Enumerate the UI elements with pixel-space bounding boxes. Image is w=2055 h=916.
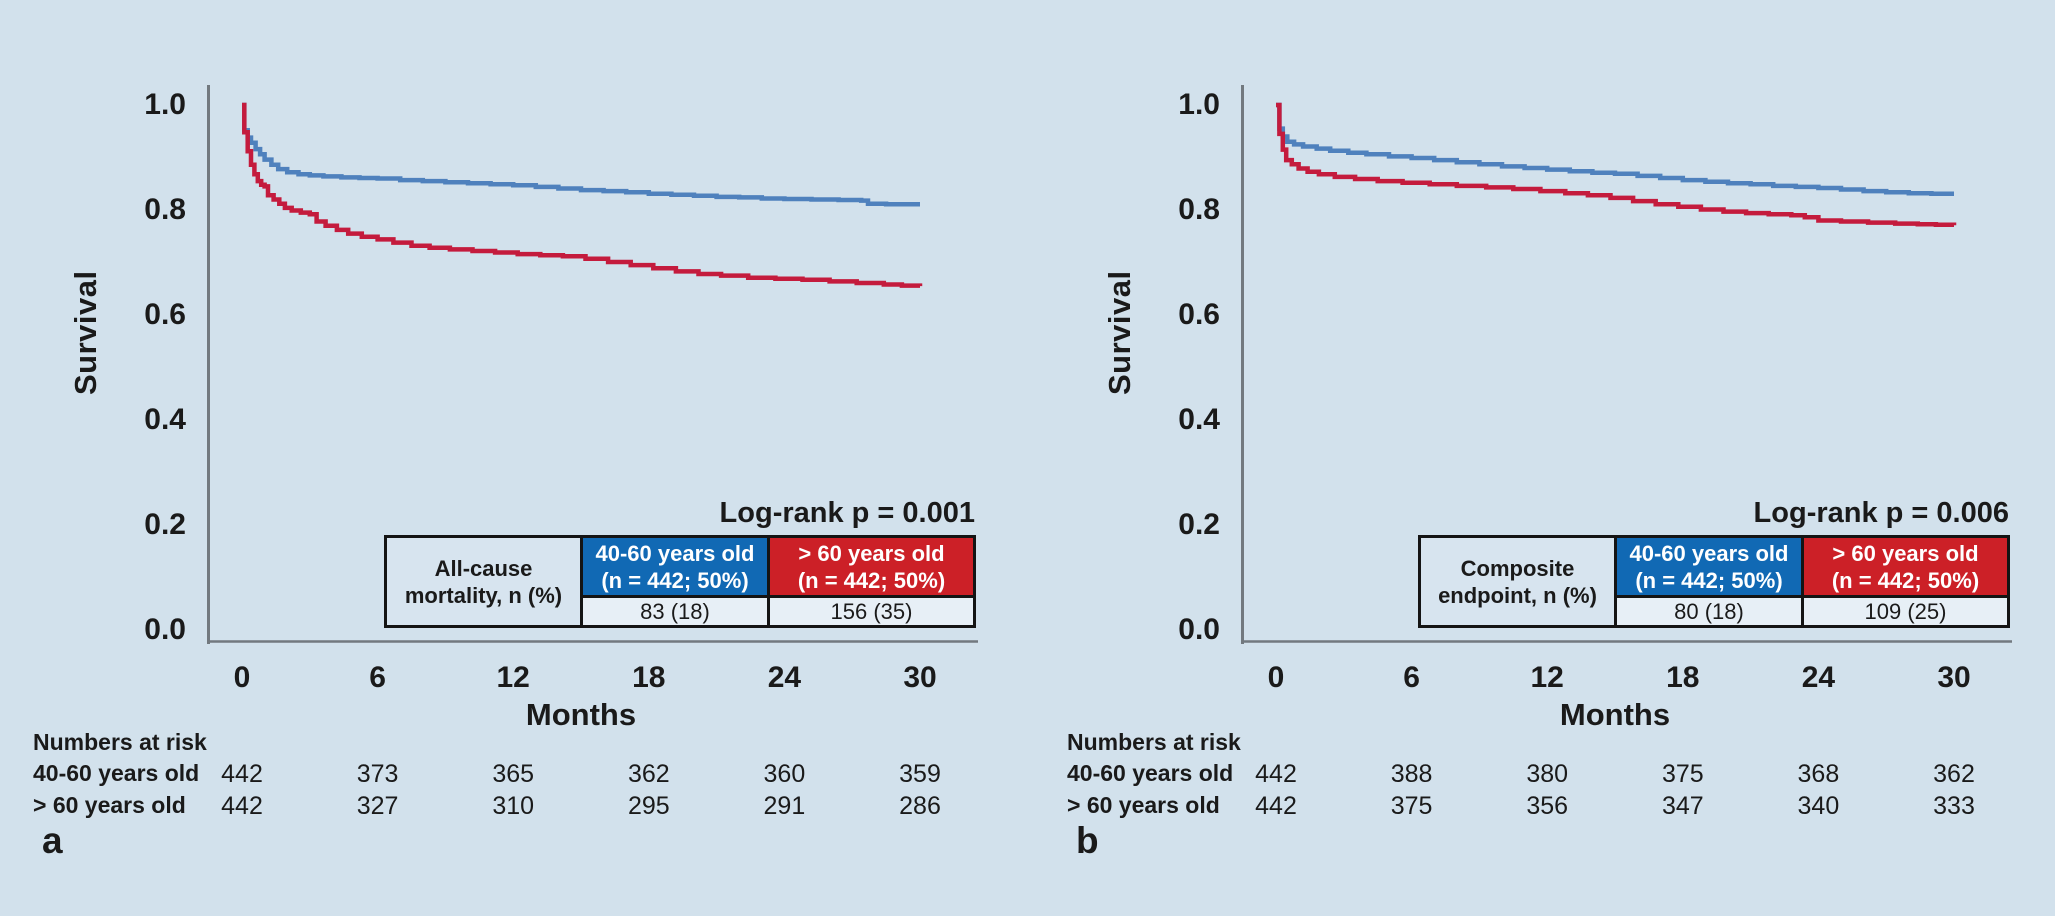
panel-letter: b	[1076, 820, 1099, 861]
panel-b: Survival 1.0 0.8 0.6 0.4 0.2 0.0 0 6 12 18 24 30 M…	[1034, 0, 2055, 916]
survival-curves	[242, 102, 923, 288]
logrank-annotation: Log-rank p = 0.001	[719, 497, 975, 529]
y-tick-label: 0.2	[144, 508, 186, 541]
risk-count: 365	[492, 760, 535, 788]
risk-count: 362	[627, 760, 670, 788]
km-curve-age-over-60	[242, 102, 923, 288]
y-tick-label: 0.8	[1178, 193, 1220, 226]
x-tick-label: 6	[1403, 661, 1420, 694]
x-tick-label: 24	[767, 661, 802, 694]
risk-count: 373	[356, 760, 399, 788]
survival-curves	[1276, 102, 1957, 227]
group2-header: > 60 years old (n = 442; 50%)	[1804, 538, 2007, 598]
group2-events-value: 109 (25)	[1804, 598, 2007, 625]
risk-count: 340	[1797, 792, 1840, 820]
panel-a: Survival 1.0 0.8 0.6 0.4 0.2 0.0 0 6 12 18 24 30 M…	[0, 0, 1021, 916]
risk-count: 442	[1255, 792, 1297, 820]
group1-header-line2: (n = 442; 50%)	[1635, 567, 1783, 593]
risk-count: 368	[1797, 760, 1840, 788]
risk-count: 388	[1390, 760, 1433, 788]
km-curve-age-40-60	[242, 102, 920, 207]
y-tick-label: 0.8	[144, 193, 186, 226]
group1-header-line1: 40-60 years old	[595, 540, 755, 566]
risk-row-label: 40-60 years old	[1067, 760, 1234, 786]
km-plot-b	[1241, 85, 2012, 644]
panel-letter: a	[42, 820, 63, 861]
risk-row-group2: > 60 years old 442 375 356 347 340 333	[1034, 792, 2055, 822]
risk-count: 442	[221, 760, 263, 788]
x-tick-label: 18	[632, 661, 666, 694]
risk-count: 375	[1661, 760, 1704, 788]
group1-header-line2: (n = 442; 50%)	[601, 567, 749, 593]
event-table: Composite endpoint, n (%) 40-60 years ol…	[1418, 535, 2010, 628]
group2-header-line1: > 60 years old	[1832, 540, 1979, 566]
group2-header-line2: (n = 442; 50%)	[797, 567, 946, 593]
risk-count: 333	[1933, 792, 1975, 820]
y-tick-label: 0.0	[144, 613, 186, 646]
risk-count: 362	[1933, 760, 1975, 788]
y-tick-label: 0.4	[1178, 403, 1220, 436]
km-curve-age-40-60	[1276, 102, 1954, 196]
risk-row-group1: 40-60 years old 442 373 365 362 360 359	[0, 760, 1021, 790]
x-tick-label: 12	[1530, 661, 1564, 694]
row-header-line2: mortality, n (%)	[404, 582, 563, 608]
y-tick-label: 1.0	[144, 88, 186, 121]
risk-row-group2: > 60 years old 442 327 310 295 291 286	[0, 792, 1021, 822]
risk-count: 295	[627, 792, 670, 820]
risk-row-label: > 60 years old	[33, 792, 186, 818]
group1-header-line1: 40-60 years old	[1629, 540, 1789, 566]
km-curve-age-over-60	[1276, 102, 1957, 227]
x-tick-label: 12	[496, 661, 530, 694]
x-tick-label: 0	[1267, 661, 1285, 694]
row-header-line1: All-cause	[434, 555, 533, 581]
group2-header-line1: > 60 years old	[798, 540, 945, 566]
risk-count: 310	[492, 792, 535, 820]
risk-count: 291	[763, 792, 806, 820]
risk-count: 375	[1390, 792, 1433, 820]
km-plot-a	[207, 85, 978, 644]
group2-events-value: 156 (35)	[770, 598, 973, 625]
x-tick-label: 0	[233, 661, 251, 694]
risk-row-label: > 60 years old	[1067, 792, 1220, 818]
x-tick-label: 30	[1937, 661, 1971, 694]
x-tick-label: 18	[1666, 661, 1700, 694]
group1-header: 40-60 years old (n = 442; 50%)	[1617, 538, 1804, 598]
logrank-annotation: Log-rank p = 0.006	[1753, 497, 2009, 529]
risk-row-group1: 40-60 years old 442 388 380 375 368 362	[1034, 760, 2055, 790]
x-axis-title: Months	[1559, 697, 1671, 732]
risk-count: 347	[1661, 792, 1704, 820]
row-header-line1: Composite	[1460, 555, 1575, 581]
risk-count: 356	[1526, 792, 1569, 820]
risk-row-label: 40-60 years old	[33, 760, 200, 786]
group2-header: > 60 years old (n = 442; 50%)	[770, 538, 973, 598]
y-tick-label: 0.6	[1178, 298, 1220, 331]
x-tick-label: 6	[369, 661, 386, 694]
x-tick-label: 30	[903, 661, 937, 694]
group1-header: 40-60 years old (n = 442; 50%)	[583, 538, 770, 598]
event-table: All-cause mortality, n (%) 40-60 years o…	[384, 535, 976, 628]
y-tick-label: 0.2	[1178, 508, 1220, 541]
risk-count: 360	[763, 760, 806, 788]
numbers-at-risk-title: Numbers at risk	[33, 729, 207, 755]
y-tick-label: 0.4	[144, 403, 186, 436]
x-tick-label: 24	[1801, 661, 1836, 694]
x-axis-title: Months	[525, 697, 637, 732]
y-tick-label: 0.0	[1178, 613, 1220, 646]
y-tick-label: 1.0	[1178, 88, 1220, 121]
event-table-row-header: Composite endpoint, n (%)	[1421, 538, 1617, 625]
risk-count: 442	[1255, 760, 1297, 788]
numbers-at-risk-title: Numbers at risk	[1067, 729, 1241, 755]
group1-events-value: 80 (18)	[1617, 598, 1804, 625]
group2-header-line2: (n = 442; 50%)	[1831, 567, 1980, 593]
risk-count: 442	[221, 792, 263, 820]
risk-count: 359	[899, 760, 941, 788]
group1-events-value: 83 (18)	[583, 598, 770, 625]
risk-count: 327	[356, 792, 399, 820]
row-header-line2: endpoint, n (%)	[1438, 582, 1597, 608]
y-tick-label: 0.6	[144, 298, 186, 331]
risk-count: 286	[899, 792, 941, 820]
risk-count: 380	[1526, 760, 1569, 788]
event-table-row-header: All-cause mortality, n (%)	[387, 538, 583, 625]
